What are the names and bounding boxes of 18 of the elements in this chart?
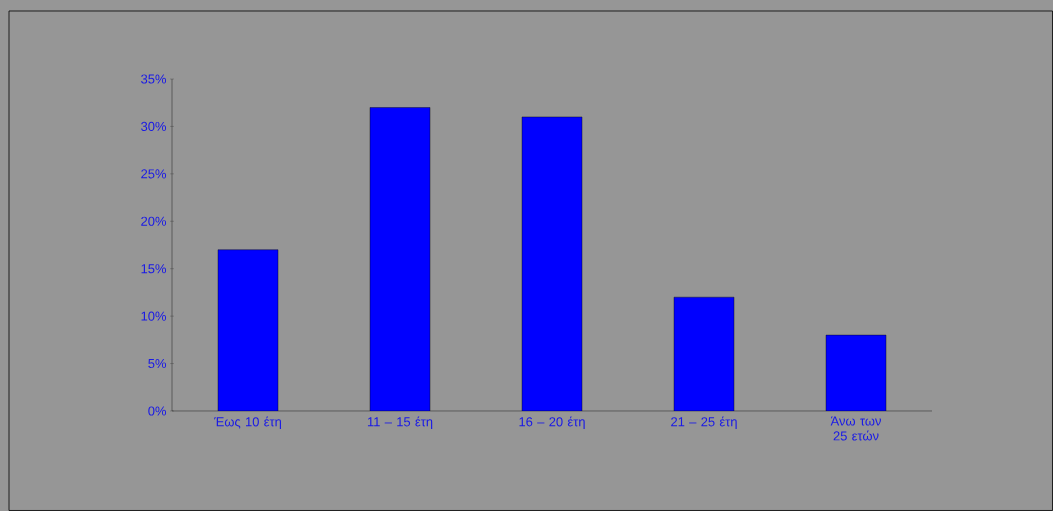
bar — [674, 297, 735, 411]
y-tick-label: 20% — [141, 216, 167, 226]
x-tick-label: 21 – 25 έτη — [671, 416, 737, 429]
x-tick-label: 16 – 20 έτη — [519, 416, 585, 429]
bar — [218, 249, 279, 411]
y-tick-label: 15% — [141, 264, 167, 274]
bar — [825, 334, 887, 411]
y-tick-label: 25% — [141, 169, 167, 179]
y-tick-label: 5% — [148, 359, 167, 369]
x-tick-label: 11 – 15 έτη — [367, 416, 433, 429]
x-tick-label: Έως 10 έτη — [214, 416, 281, 429]
y-tick-label: 0% — [148, 406, 167, 416]
bar — [370, 107, 431, 411]
bar — [522, 116, 583, 411]
y-tick-label: 30% — [141, 121, 167, 131]
y-tick-label: 35% — [141, 74, 167, 84]
x-tick-label: Άνω των 25 ετών — [830, 416, 881, 441]
y-tick-label: 10% — [141, 311, 167, 321]
